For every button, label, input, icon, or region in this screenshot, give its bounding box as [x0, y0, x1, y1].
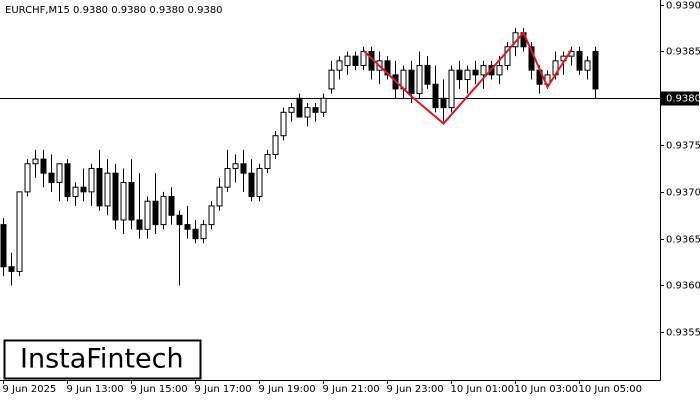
- candle-body: [224, 167, 231, 188]
- x-tick-label: 9 Jun 2025: [3, 384, 57, 395]
- logo: InstaFintech: [20, 344, 184, 375]
- candle-body: [584, 60, 591, 71]
- y-tick-label: 0.9370: [666, 188, 700, 199]
- candle-body: [384, 60, 391, 76]
- candle-body: [144, 200, 151, 230]
- pattern-line: [362, 30, 573, 125]
- candle-body: [280, 111, 287, 137]
- y-tick-label: 0.9390: [666, 1, 700, 12]
- candle-body: [256, 167, 263, 198]
- candle-body: [152, 200, 159, 226]
- price-label: 0.9380: [666, 94, 700, 105]
- candle-body: [96, 167, 103, 207]
- candle-body: [232, 163, 239, 169]
- candle-body: [80, 186, 87, 193]
- candle-body: [312, 107, 319, 113]
- candle-body: [336, 60, 343, 71]
- candle-body: [128, 182, 135, 221]
- candle-body: [16, 191, 23, 272]
- candle-body: [576, 50, 583, 71]
- candle-body: [8, 266, 15, 272]
- y-tick-label: 0.9355: [666, 328, 700, 339]
- candle-body: [424, 65, 431, 85]
- candle-body: [592, 50, 599, 90]
- candle-body: [208, 205, 215, 226]
- x-tick-label: 9 Jun 13:00: [67, 384, 124, 395]
- candle-body: [120, 182, 127, 221]
- y-tick-label: 0.9375: [666, 141, 700, 152]
- y-tick-label: 0.9385: [666, 47, 700, 58]
- candle-body: [440, 97, 447, 109]
- candle-body: [64, 163, 71, 198]
- candle-body: [496, 65, 503, 76]
- candle-body: [264, 153, 271, 169]
- candle-body: [216, 186, 223, 207]
- candle-body: [200, 224, 207, 240]
- candle-body: [480, 65, 487, 76]
- candle-body: [296, 97, 303, 118]
- candle-body: [168, 196, 175, 216]
- candle-body: [88, 167, 95, 193]
- candle-body: [56, 163, 63, 184]
- candle-body: [136, 219, 143, 230]
- x-tick-label: 9 Jun 19:00: [259, 384, 316, 395]
- candle-body: [464, 69, 471, 81]
- y-tick-label: 0.9360: [666, 281, 700, 292]
- y-tick-label: 0.9365: [666, 235, 700, 246]
- candle-body: [272, 135, 279, 155]
- logo-box: [3, 339, 202, 380]
- x-tick-label: 9 Jun 23:00: [387, 384, 444, 395]
- candle-body: [456, 69, 463, 81]
- candle-body: [40, 158, 47, 174]
- candle-body: [176, 214, 183, 226]
- candle-body: [432, 83, 439, 109]
- candle-body: [24, 163, 31, 193]
- candle-body: [448, 69, 455, 109]
- candle-body: [240, 163, 247, 174]
- candle-body: [304, 107, 311, 118]
- candle-body: [472, 69, 479, 76]
- candle-body: [416, 65, 423, 95]
- candle-body: [0, 224, 7, 268]
- candle-body: [288, 107, 295, 113]
- candle-body: [320, 97, 327, 113]
- x-tick-label: 9 Jun 17:00: [195, 384, 252, 395]
- x-tick-label: 10 Jun 05:00: [579, 384, 643, 395]
- x-tick-label: 10 Jun 01:00: [451, 384, 515, 395]
- candle-body: [328, 69, 335, 90]
- candle-body: [104, 172, 111, 207]
- x-tick-label: 10 Jun 03:00: [515, 384, 579, 395]
- candle-body: [344, 55, 351, 67]
- candle-body: [48, 172, 55, 184]
- candle-body: [184, 224, 191, 230]
- x-tick-label: 9 Jun 15:00: [131, 384, 188, 395]
- candle-body: [504, 46, 511, 67]
- candle-body: [408, 69, 415, 95]
- price-label-box: [661, 91, 699, 106]
- candle-body: [352, 55, 359, 67]
- candle-body: [160, 196, 167, 226]
- candle-body: [72, 186, 79, 198]
- candle-body: [32, 158, 39, 165]
- candle-body: [112, 172, 119, 221]
- candle-body: [248, 172, 255, 198]
- chart-title: EURCHF,M15 0.9380 0.9380 0.9380 0.9380: [5, 5, 223, 16]
- x-tick-label: 9 Jun 21:00: [323, 384, 380, 395]
- candle-body: [192, 228, 199, 240]
